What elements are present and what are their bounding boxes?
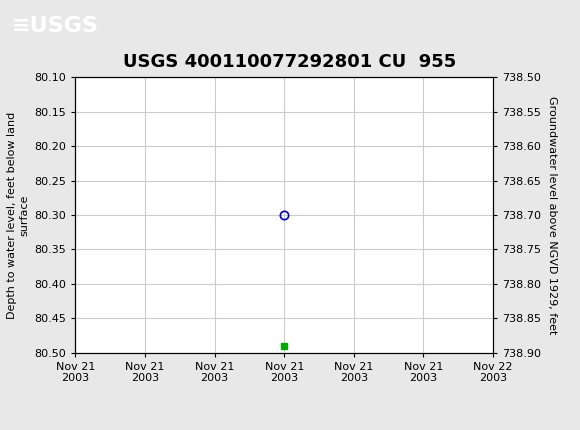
Y-axis label: Depth to water level, feet below land
surface: Depth to water level, feet below land su… xyxy=(8,111,29,319)
Text: ≡USGS: ≡USGS xyxy=(12,16,99,36)
Text: USGS 400110077292801 CU  955: USGS 400110077292801 CU 955 xyxy=(124,53,456,71)
Y-axis label: Groundwater level above NGVD 1929, feet: Groundwater level above NGVD 1929, feet xyxy=(546,96,557,334)
